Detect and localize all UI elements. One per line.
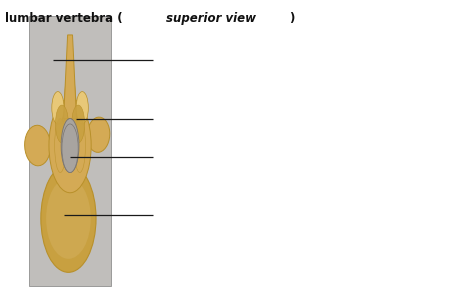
Ellipse shape <box>55 119 66 173</box>
Text: lumbar vertebra (: lumbar vertebra ( <box>5 12 122 25</box>
Polygon shape <box>64 35 77 119</box>
Ellipse shape <box>87 117 110 152</box>
Ellipse shape <box>49 98 91 193</box>
Text: ): ) <box>289 12 294 25</box>
Ellipse shape <box>55 105 68 143</box>
Ellipse shape <box>62 124 78 173</box>
Bar <box>29 16 110 286</box>
Ellipse shape <box>61 119 79 173</box>
Polygon shape <box>62 38 78 124</box>
Ellipse shape <box>74 119 85 173</box>
Text: superior view: superior view <box>166 12 256 25</box>
Ellipse shape <box>25 125 51 166</box>
Ellipse shape <box>76 91 88 124</box>
Ellipse shape <box>52 91 64 124</box>
Ellipse shape <box>41 164 96 272</box>
Ellipse shape <box>46 178 91 259</box>
Ellipse shape <box>72 105 85 143</box>
